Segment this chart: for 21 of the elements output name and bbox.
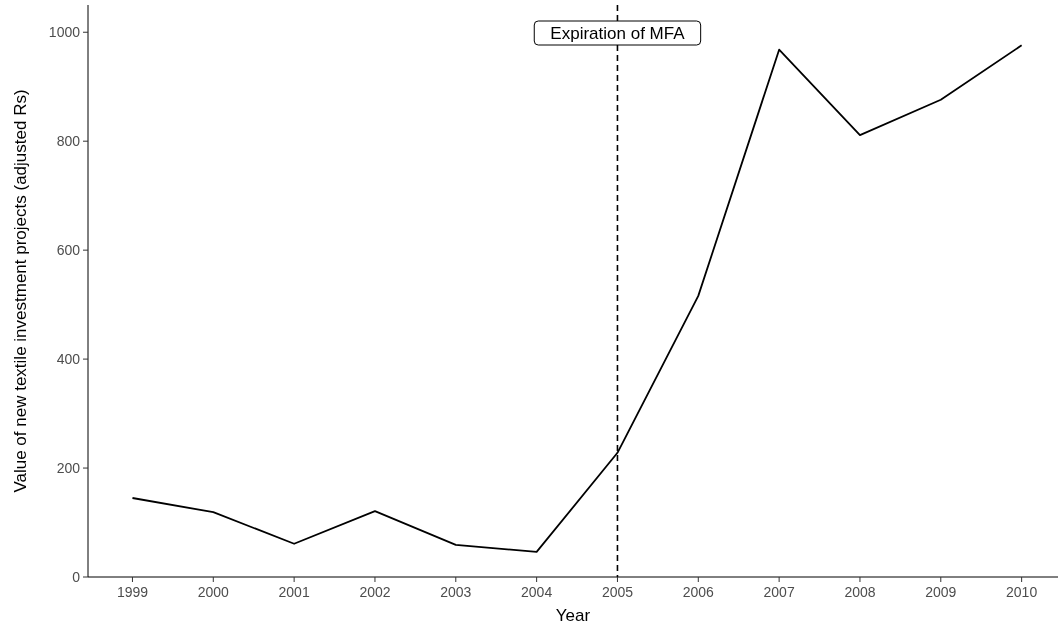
- x-tick-label: 2006: [682, 584, 715, 600]
- x-tick-label: 1999: [116, 584, 149, 600]
- x-tick-label: 2002: [359, 584, 391, 600]
- x-tick-label: 2008: [844, 584, 876, 600]
- x-tick-label: 2003: [440, 584, 472, 600]
- y-tick-label: 800: [56, 133, 81, 150]
- y-tick-label: 600: [56, 242, 81, 259]
- y-tick-label: 0: [72, 569, 81, 585]
- x-tick-label: 2001: [278, 584, 310, 600]
- y-tick-label: 200: [56, 460, 81, 477]
- x-tick-label: 2000: [197, 584, 230, 600]
- x-tick-label: 2004: [521, 584, 553, 600]
- ref-line-label: Expiration of MFA: [550, 24, 686, 43]
- x-axis-title: Year: [555, 606, 591, 625]
- y-tick-label: 1000: [48, 24, 81, 41]
- x-tick-label: 2010: [1006, 584, 1038, 600]
- x-tick-label: 2005: [601, 584, 634, 600]
- x-tick-label: 2009: [925, 584, 957, 600]
- x-tick-label: 2007: [763, 584, 795, 600]
- y-axis-title: Value of new textile investment projects (adjusted Rs): [11, 89, 30, 493]
- y-tick-label: 400: [56, 351, 81, 368]
